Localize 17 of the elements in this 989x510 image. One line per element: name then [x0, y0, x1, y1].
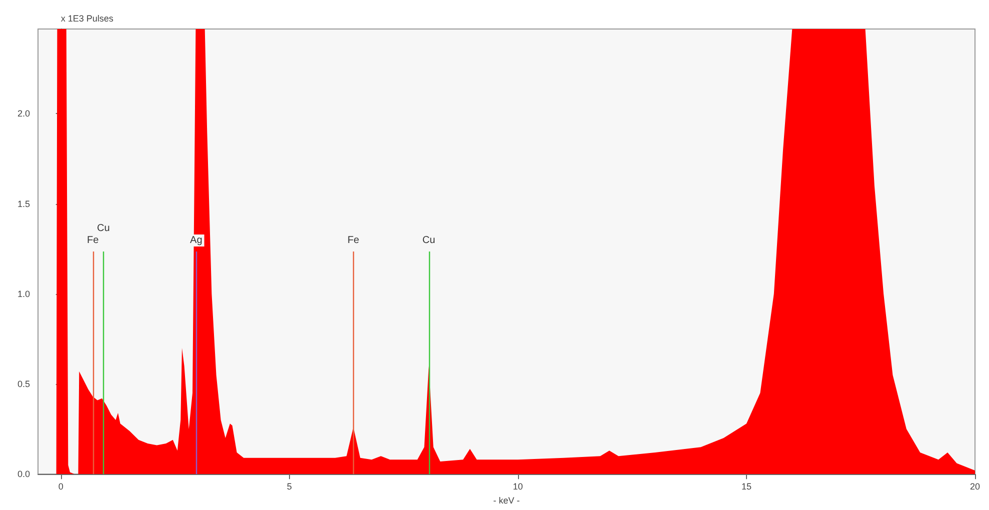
y-tick-label: 0.5 [17, 379, 30, 389]
y-tick-label: 2.0 [17, 108, 30, 119]
x-tick-label: 0 [58, 482, 64, 492]
x-tick-label: 10 [512, 482, 523, 492]
ref-line-label: Fe [87, 235, 100, 246]
ref-line-label: Cu [96, 223, 110, 234]
x-tick-label: 5 [286, 482, 292, 492]
y-tick-label: 1.0 [17, 288, 30, 299]
ref-line-label: Cu [422, 235, 436, 246]
x-tick-label: 15 [741, 482, 752, 492]
x-tick-label: 20 [970, 482, 980, 492]
y-tick-label: 0.0 [17, 469, 30, 480]
ref-line-label: Ag [190, 235, 202, 246]
y-tick-label: 1.5 [17, 198, 30, 209]
x-axis-title: - keV - [493, 496, 520, 506]
ref-line-label: Fe [348, 235, 360, 246]
y-axis-title: x 1E3 Pulses [60, 14, 114, 24]
